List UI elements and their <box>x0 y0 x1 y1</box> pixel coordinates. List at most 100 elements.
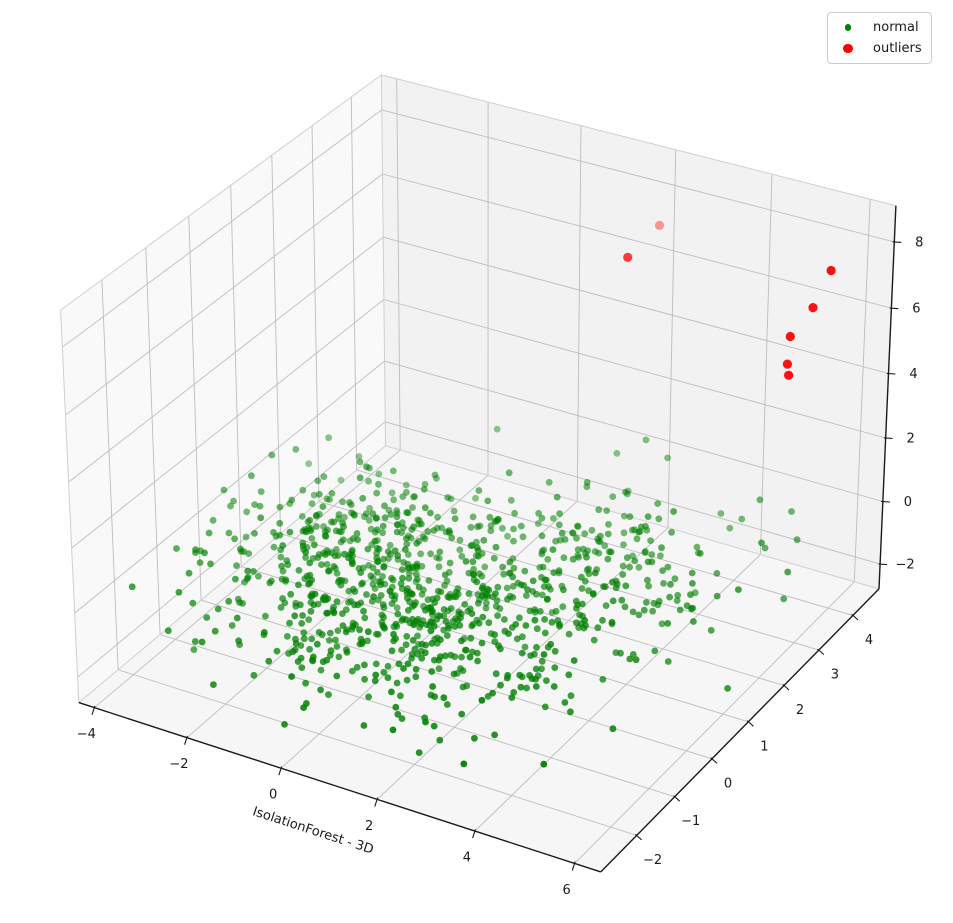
scatter-point-normal <box>499 524 506 532</box>
scatter-point-normal <box>565 671 573 679</box>
scatter-point-normal <box>541 629 549 637</box>
scatter-point-normal <box>388 574 395 582</box>
scatter-point-normal <box>648 551 656 558</box>
scatter-point-normal <box>483 599 490 607</box>
scatter-point-normal <box>576 611 583 619</box>
scatter-point-normal <box>422 641 429 649</box>
scatter-point-normal <box>403 633 411 640</box>
scatter-point-normal <box>440 612 448 620</box>
scatter-point-normal <box>359 579 366 587</box>
scatter-point-normal <box>479 613 487 621</box>
scatter-point-normal <box>590 636 598 644</box>
scatter-point-normal <box>341 513 348 521</box>
z-tick-mark <box>892 241 902 243</box>
scatter-point-normal <box>244 574 252 581</box>
y-tick-label: 3 <box>831 668 839 683</box>
scatter-point-normal <box>295 581 302 589</box>
x-tick-label: 2 <box>365 819 373 834</box>
tick-labels: −4 −2 0 2 4 6 −2 −1 0 1 2 3 4 −2 0 2 4 6 8 <box>77 235 924 898</box>
scatter-point-normal <box>233 562 241 569</box>
scatter-point-normal <box>265 657 273 665</box>
scatter-point-normal <box>569 555 577 563</box>
scatter-points <box>128 220 836 768</box>
pane-right-wall <box>381 74 896 589</box>
scatter-point-normal <box>693 543 701 551</box>
y-tick-label: −2 <box>643 853 662 868</box>
scatter-point-normal <box>397 580 405 588</box>
scatter-point-normal <box>345 554 352 562</box>
scatter-point-normal <box>389 726 397 734</box>
scatter-point-normal <box>418 654 426 662</box>
scatter-point-normal <box>440 626 448 634</box>
scatter-point-normal <box>324 595 332 603</box>
scatter-point-normal <box>651 647 659 655</box>
scatter-point-normal <box>560 586 567 594</box>
scatter-point-normal <box>585 570 593 578</box>
scatter-point-normal <box>510 564 518 572</box>
scatter-point-normal <box>623 554 631 562</box>
scatter-point-normal <box>508 694 516 701</box>
scatter-point-normal <box>443 577 451 585</box>
x-tick-mark <box>184 735 188 745</box>
scatter-point-normal <box>185 569 193 577</box>
scatter-point-normal <box>408 590 416 598</box>
scatter-point-normal <box>353 530 361 537</box>
scatter-point-normal <box>517 522 525 530</box>
scatter-point-normal <box>421 504 429 512</box>
grid-line <box>759 174 773 555</box>
scatter-point-normal <box>400 559 408 566</box>
scatter-point-normal <box>372 660 380 668</box>
scatter-point-normal <box>549 546 557 553</box>
scatter-point-normal <box>354 536 361 543</box>
scatter-point-normal <box>620 529 628 537</box>
scatter-point-normal <box>203 614 211 621</box>
scatter-point-normal <box>492 602 500 610</box>
scatter-point-normal <box>555 567 563 575</box>
scatter-point-normal <box>413 539 421 547</box>
scatter-point-normal <box>250 671 258 679</box>
scatter-point-normal <box>192 546 200 554</box>
scatter-point-normal <box>287 590 295 598</box>
scatter-point-normal <box>334 551 342 559</box>
scatter-point-normal <box>758 539 765 547</box>
scatter-point-normal <box>535 509 542 517</box>
scatter-point-normal <box>299 486 307 494</box>
x-tick-label: 0 <box>269 788 277 803</box>
grid-line <box>574 581 855 864</box>
scatter-point-normal <box>726 524 734 532</box>
scatter-point-normal <box>359 494 367 502</box>
scatter-point-normal <box>393 528 401 536</box>
scatter-point-normal <box>578 573 585 581</box>
z-tick-label: 8 <box>915 235 923 250</box>
grid-line <box>311 125 320 502</box>
scatter-point-normal <box>308 576 315 584</box>
scatter-point-normal <box>487 522 495 529</box>
scatter-point-normal <box>500 570 508 578</box>
scatter-point-normal <box>417 550 424 558</box>
z-tick-mark <box>878 563 888 566</box>
scatter-point-normal <box>335 653 343 661</box>
scatter-point-outliers <box>785 331 795 342</box>
scatter-point-normal <box>327 647 335 655</box>
scatter-point-normal <box>328 518 335 526</box>
scatter-point-normal <box>467 634 475 642</box>
z-tick-label: −2 <box>896 558 915 573</box>
scatter-point-normal <box>207 560 214 568</box>
scatter-point-normal <box>523 592 530 599</box>
scatter-point-normal <box>255 572 262 580</box>
scatter-point-normal <box>381 514 389 521</box>
scatter-point-normal <box>339 610 346 617</box>
scatter-point-normal <box>288 496 296 504</box>
scatter-point-normal <box>349 623 357 630</box>
scatter-point-normal <box>594 624 602 632</box>
scatter-point-normal <box>369 564 377 572</box>
scatter-point-normal <box>325 691 332 698</box>
scatter-point-normal <box>393 604 401 612</box>
grid-line <box>188 216 202 601</box>
scatter-point-normal <box>541 703 549 711</box>
scatter-point-outliers <box>623 252 633 262</box>
scatter-point-normal <box>328 490 336 497</box>
scatter-point-normal <box>446 594 453 601</box>
scatter-point-normal <box>526 607 534 615</box>
